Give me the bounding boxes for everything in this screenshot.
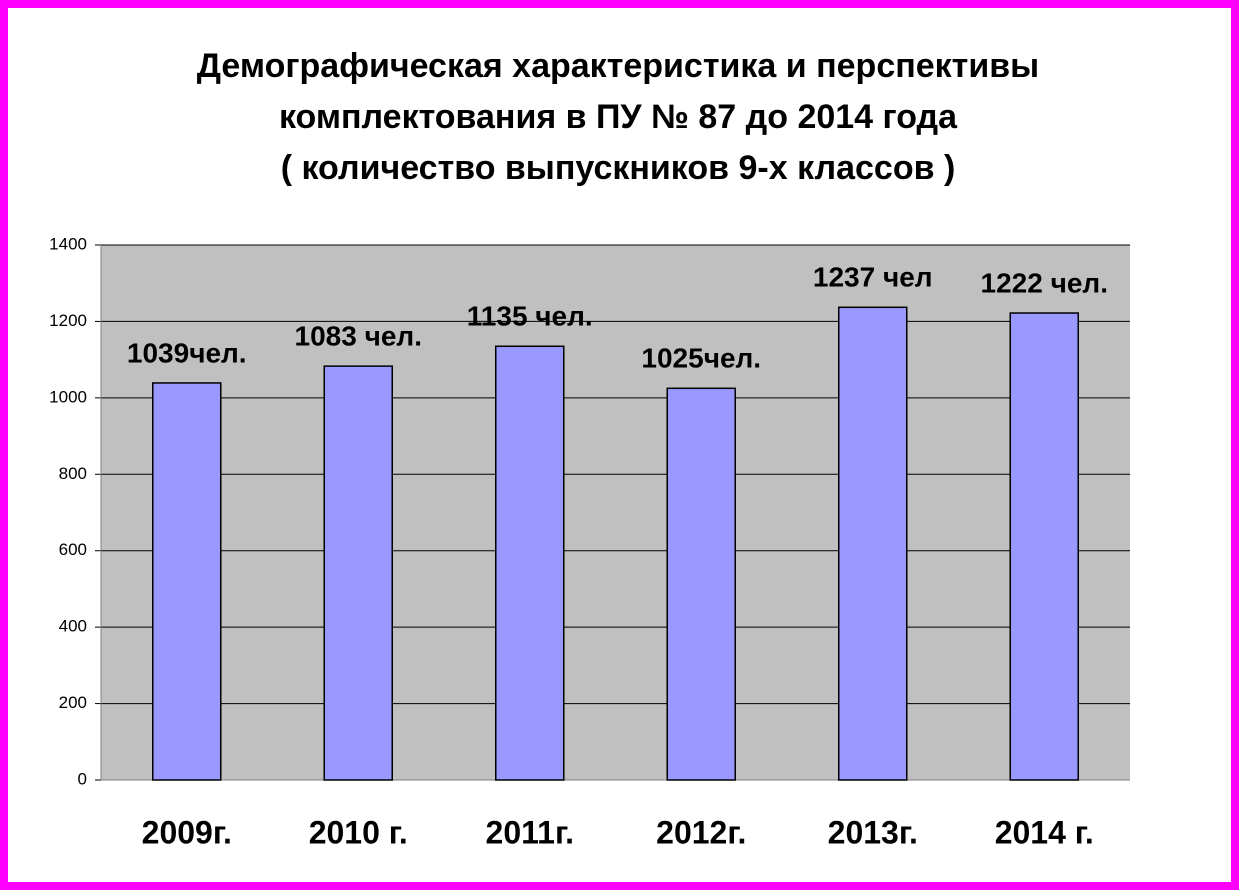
data-label: 1025чел. — [641, 343, 761, 374]
chart-title: Демографическая характеристика и перспек… — [197, 47, 1039, 85]
data-label: 1039чел. — [127, 337, 247, 368]
bar — [666, 387, 736, 781]
bar — [152, 382, 222, 781]
x-tick-label: 2014 г. — [995, 814, 1094, 850]
bar — [1009, 312, 1079, 781]
data-label: 1135 чел. — [467, 301, 593, 332]
y-tick-label: 200 — [59, 693, 87, 712]
y-tick-label: 800 — [59, 464, 87, 483]
bar — [838, 306, 908, 781]
x-tick-label: 2009г. — [142, 814, 232, 850]
bar — [495, 345, 565, 781]
chart-title: комплектования в ПУ № 87 до 2014 года — [279, 98, 958, 136]
plot-area — [101, 245, 1130, 780]
chart-title: ( количество выпускников 9-х классов ) — [281, 149, 956, 187]
y-tick-label: 1000 — [49, 387, 87, 406]
x-tick-label: 2012г. — [656, 814, 746, 850]
y-tick-label: 1200 — [49, 311, 87, 330]
x-tick-label: 2011г. — [486, 814, 574, 850]
y-tick-label: 600 — [59, 540, 87, 559]
bar — [323, 365, 393, 781]
data-label: 1237 чел — [813, 262, 933, 293]
x-tick-label: 2013г. — [828, 814, 918, 850]
data-label: 1222 чел. — [981, 267, 1108, 298]
y-tick-label: 0 — [78, 769, 87, 788]
y-tick-label: 400 — [59, 617, 87, 636]
data-label: 1083 чел. — [295, 321, 422, 352]
y-tick-label: 1400 — [49, 234, 87, 253]
x-tick-label: 2010 г. — [309, 814, 408, 850]
